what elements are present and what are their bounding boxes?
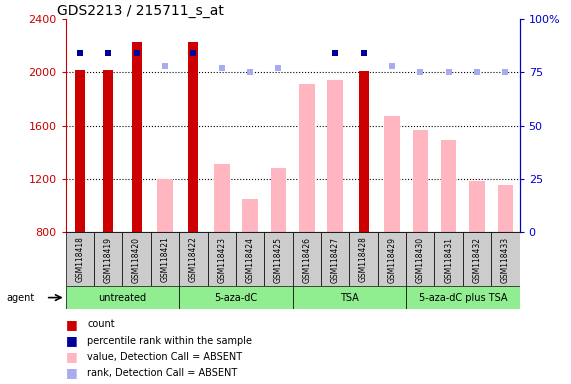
Text: GSM118425: GSM118425 [274,237,283,283]
Bar [406,232,435,286]
Bar [435,232,463,286]
Bar [179,286,292,309]
Bar [75,70,85,232]
Bar [491,232,520,286]
Bar [497,185,513,232]
Text: GSM118421: GSM118421 [160,237,170,283]
Bar [293,232,321,286]
Text: 5-aza-dC plus TSA: 5-aza-dC plus TSA [419,293,507,303]
Text: count: count [87,319,115,329]
Bar [157,179,173,232]
Bar [214,164,230,232]
Text: ■: ■ [66,334,78,347]
Text: GSM118429: GSM118429 [388,237,396,283]
Bar [207,232,236,286]
Bar [103,70,113,232]
Bar [132,42,142,232]
Bar [412,130,428,232]
Text: GSM118423: GSM118423 [217,237,226,283]
Text: agent: agent [7,293,35,303]
Bar [236,232,264,286]
Bar [327,81,343,232]
Text: 5-aza-dC: 5-aza-dC [214,293,258,303]
Text: GSM118420: GSM118420 [132,237,141,283]
Bar [321,232,349,286]
Bar [271,169,286,232]
Bar [293,286,406,309]
Text: TSA: TSA [340,293,359,303]
Bar [299,84,315,232]
Text: GSM118424: GSM118424 [246,237,255,283]
Text: percentile rank within the sample: percentile rank within the sample [87,336,252,346]
Text: GSM118427: GSM118427 [331,237,340,283]
Text: GSM118426: GSM118426 [302,237,311,283]
Bar [94,232,122,286]
Bar [264,232,292,286]
Text: untreated: untreated [98,293,147,303]
Text: GSM118432: GSM118432 [473,237,481,283]
Text: GDS2213 / 215711_s_at: GDS2213 / 215711_s_at [57,4,223,18]
Bar [384,116,400,232]
Text: GSM118431: GSM118431 [444,237,453,283]
Bar [179,232,207,286]
Bar [406,286,520,309]
Text: ■: ■ [66,366,78,379]
Text: ■: ■ [66,318,78,331]
Text: value, Detection Call = ABSENT: value, Detection Call = ABSENT [87,352,243,362]
Text: GSM118418: GSM118418 [75,237,85,283]
Bar [463,232,491,286]
Bar [378,232,406,286]
Bar [359,71,368,232]
Bar [441,141,456,232]
Bar [242,199,258,232]
Bar [469,181,485,232]
Bar [122,232,151,286]
Text: GSM118433: GSM118433 [501,237,510,283]
Text: GSM118430: GSM118430 [416,237,425,283]
Text: GSM118419: GSM118419 [104,237,112,283]
Text: rank, Detection Call = ABSENT: rank, Detection Call = ABSENT [87,368,238,378]
Bar [188,42,198,232]
Bar [66,232,94,286]
Text: GSM118428: GSM118428 [359,237,368,283]
Bar [66,286,179,309]
Bar [349,232,378,286]
Text: ■: ■ [66,350,78,363]
Bar [151,232,179,286]
Text: GSM118422: GSM118422 [189,237,198,283]
